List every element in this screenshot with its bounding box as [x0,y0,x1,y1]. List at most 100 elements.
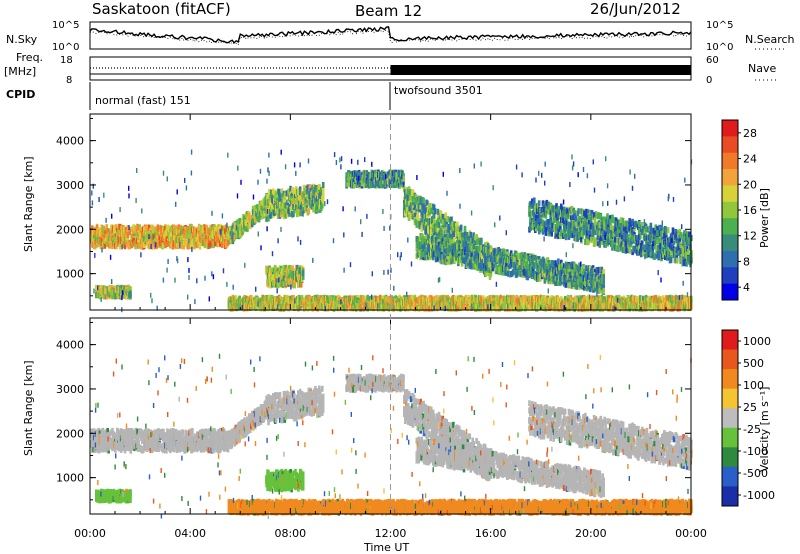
range-gate-cell [230,233,234,240]
range-gate-cell [289,185,292,192]
range-gate-cell [163,238,166,245]
twofsound-block [390,65,691,75]
range-gate-cell [577,208,580,215]
range-gate-cell [277,188,281,195]
range-gate-cell [113,224,116,231]
cpid-mode-2: twofsound 3501 [394,84,483,97]
noise-left-label: N.Sky [6,33,38,46]
range-gate-cell [196,232,200,239]
range-gate-cell [165,229,168,236]
range-gate-cell [321,188,325,194]
range-gate-cell [242,226,245,233]
range-gate-cell [280,193,284,200]
range-gate-cell [594,240,598,247]
range-gate-cell [90,232,93,239]
range-gate-cell [249,223,252,230]
range-gate-cell [111,228,114,235]
range-gate-cell [289,206,292,213]
range-gate-cell [205,225,209,232]
range-gate-cell [537,200,541,207]
range-gate-cell [381,178,385,185]
range-gate-cell [459,224,463,231]
range-gate-cell [317,200,320,207]
range-gate-cell [167,240,170,247]
noise-left-tick-top: 10^5 [52,20,79,31]
range-gate-cell [602,273,605,280]
range-gate-cell [666,227,670,234]
range-gate-cell [248,212,251,219]
range-gate-cell [348,175,351,182]
range-gate-cell [126,231,130,238]
range-gate-cell [214,240,217,247]
freq-label-top: Freq. [16,51,43,64]
range-gate-cell [292,210,295,217]
range-gate-cell [115,224,118,231]
range-gate-cell [285,190,289,197]
range-gate-cell [288,210,291,217]
range-gate-cell [219,224,222,231]
range-gate-cell [266,194,269,201]
range-gate-cell [533,197,536,204]
range-gate-cell [177,224,181,231]
range-gate-cell [228,225,232,232]
range-gate-cell [140,243,143,250]
noise-right-label: N.Search [745,33,795,46]
range-gate-cell [658,237,661,244]
range-gate-cell [312,206,315,213]
range-gate-cell [121,232,125,239]
n-search-line [89,29,692,46]
range-gate-cell [167,230,170,237]
range-gate-cell [101,233,105,240]
range-gate-cell [157,228,160,235]
range-gate-cell [207,235,211,242]
range-gate-cell [109,242,112,249]
noise-panel-frame [89,21,692,50]
range-gate-cell [317,188,320,195]
freq-tick-top: 18 [60,55,73,66]
range-gate-cell [191,240,194,247]
station-title: Saskatoon (fitACF) [92,0,231,18]
range-gate-cell [270,212,273,218]
range-gate-cell [196,241,200,248]
range-gate-cell [379,171,382,178]
range-gate-cell [91,225,94,232]
range-gate-cell [156,224,160,231]
range-gate-cell [314,197,317,204]
noise-right-tick-top: 10^5 [706,20,733,31]
range-gate-cell [149,238,153,245]
range-gate-cell [472,243,475,250]
beam-title: Beam 12 [355,2,422,20]
freq-label-bottom: [MHz] [4,65,36,78]
range-gate-cell [126,225,130,231]
range-gate-cell [221,241,224,248]
range-gate-cell [170,238,174,245]
range-gate-cell [649,222,653,229]
range-gate-cell [308,195,312,202]
range-gate-cell [205,228,209,235]
range-gate-cell [318,183,321,190]
range-gate-cell [265,210,268,217]
range-gate-cell [203,242,207,249]
range-gate-cell [134,225,137,232]
range-gate-cell [437,222,441,228]
range-gate-cell [194,227,197,234]
range-gate-cell [130,241,134,248]
nave-label: Nave [748,62,776,75]
nave-tick-top: 60 [706,55,719,66]
cpid-label: CPID [6,88,35,101]
range-gate-cell [92,226,96,233]
range-gate-cell [602,287,605,294]
range-gate-cell [280,188,284,195]
range-gate-cell [212,242,215,248]
range-gate-cell [602,279,605,286]
range-gate-cell [263,210,267,217]
range-gate-cell [199,224,203,231]
range-gate-cell [293,189,296,196]
range-gate-cell [113,228,116,235]
range-gate-cell [180,242,184,249]
nave-tick-bottom: 0 [706,75,712,86]
range-gate-cell [480,237,483,244]
noise-left-tick-bottom: 10^0 [52,42,79,53]
range-gate-cell [315,191,318,198]
